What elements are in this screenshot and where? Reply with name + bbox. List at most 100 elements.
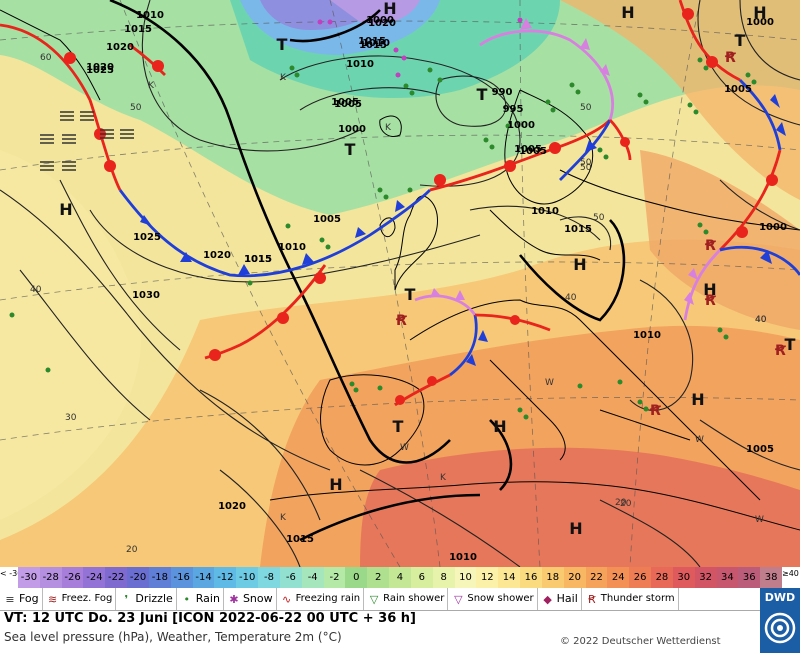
temperature-label: 20 xyxy=(615,498,627,508)
isobar-label: 1000 xyxy=(366,15,394,26)
isobar-label: 1020 xyxy=(203,250,231,261)
high-pressure-center: H xyxy=(691,390,704,409)
temperature-label: W xyxy=(755,515,764,525)
high-pressure-center: H xyxy=(329,475,342,494)
scale-cell: -10 xyxy=(236,567,259,588)
isobar-label: 1015 xyxy=(124,24,152,35)
legend-label: Rain shower xyxy=(383,593,445,604)
temperature-label: 50 xyxy=(580,158,592,168)
svg-text:Ꞧ: Ꞧ xyxy=(774,343,786,359)
isobar-label: 1010 xyxy=(362,38,390,49)
temperature-label: 50 xyxy=(593,213,605,223)
isobar-label: 1010 xyxy=(449,552,477,563)
legend-item-snow-shower: ▽ Snow shower xyxy=(448,588,538,610)
isobar-label: 1030 xyxy=(132,290,160,301)
legend-item-freezing-fog: ≋ Freez. Fog xyxy=(43,588,117,610)
freezing-fog-icon: ≋ xyxy=(48,592,58,606)
isobar-label: 1000 xyxy=(759,222,787,233)
high-pressure-center: H xyxy=(59,200,72,219)
snow-symbols xyxy=(317,17,523,78)
dwd-swirl-icon xyxy=(764,612,796,644)
valid-time: VT: 12 UTC Do. 23 Juni [ICON 2022-06-22 … xyxy=(4,611,416,626)
weather-symbols xyxy=(9,57,757,420)
thunderstorm-symbols: Ꞧ Ꞧ Ꞧ Ꞧ Ꞧ Ꞧ xyxy=(395,50,786,419)
scale-cell: -2 xyxy=(323,567,346,588)
scale-cell: 32 xyxy=(694,567,717,588)
low-pressure-center: T xyxy=(277,35,288,54)
scale-cell: 34 xyxy=(716,567,739,588)
freezing-rain-icon: ∿ xyxy=(282,592,292,606)
temperature-label: K xyxy=(148,81,155,91)
scale-cell: -4 xyxy=(301,567,324,588)
copyright: © 2022 Deutscher Wetterdienst xyxy=(560,636,721,647)
isobar-label: 1000 xyxy=(746,17,774,28)
temperature-label: 40 xyxy=(755,315,767,325)
weather-legend: ≡ Fog ≋ Freez. Fog ❜ Drizzle • Rain ✱ Snow ∿ Freezi… xyxy=(0,588,760,611)
isobar-label: 1020 xyxy=(86,62,114,73)
isobar-label: 995 xyxy=(503,104,524,115)
legend-item-rain: • Rain xyxy=(177,588,224,610)
isobar-label: 1010 xyxy=(633,330,661,341)
temperature-label: W xyxy=(545,378,554,388)
temperature-label: K xyxy=(280,73,287,83)
front-symbols xyxy=(64,8,786,405)
svg-text:Ꞧ: Ꞧ xyxy=(395,313,407,329)
temperature-label: 60 xyxy=(40,53,52,63)
snow-icon: ✱ xyxy=(229,592,239,606)
svg-text:Ꞧ: Ꞧ xyxy=(704,293,716,309)
isobar-label: 1005 xyxy=(313,214,341,225)
legend-label: Drizzle xyxy=(135,592,173,605)
low-pressure-center: T xyxy=(405,285,416,304)
high-pressure-center: H xyxy=(753,3,766,22)
isobar-label: 1015 xyxy=(358,36,386,47)
coastlines xyxy=(0,9,800,531)
scale-cell: 0 xyxy=(345,567,368,588)
svg-text:Ꞧ: Ꞧ xyxy=(724,50,736,66)
legend-label: Thunder storm xyxy=(600,593,675,604)
scale-cell: -8 xyxy=(258,567,280,588)
snow-shower-icon: ▽ xyxy=(454,592,463,606)
scale-cell: -22 xyxy=(105,567,128,588)
temperature-label: W xyxy=(400,443,409,453)
temperature-scale: < -30 -30-28-26-24-22-20-18-16-14-12-10-… xyxy=(0,567,800,588)
isobar-label: 1010 xyxy=(136,10,164,21)
isobar-label: 1010 xyxy=(278,242,306,253)
fog-symbols xyxy=(40,111,134,171)
isobar-label: 1015 xyxy=(244,254,272,265)
thunderstorm-icon: Ꞧ xyxy=(587,592,596,606)
dwd-logo-text: DWD xyxy=(764,591,796,604)
legend-label: Rain xyxy=(195,592,220,605)
isobar-label: 1000 xyxy=(507,120,535,131)
scale-cell: -28 xyxy=(39,567,62,588)
dwd-logo: DWD xyxy=(760,588,800,653)
isobar-label: 1020 xyxy=(368,18,396,29)
scale-cell: 2 xyxy=(367,567,390,588)
high-pressure-center: H xyxy=(621,3,634,22)
scale-cell: -24 xyxy=(83,567,106,588)
svg-text:Ꞧ: Ꞧ xyxy=(704,238,716,254)
high-pressure-center: H xyxy=(573,255,586,274)
weather-map: ꞦꞦꞦ ꞦꞦꞦ 10101015102010151010102010051010… xyxy=(0,0,800,567)
legend-item-thunderstorm: Ꞧ Thunder storm xyxy=(582,588,679,610)
scale-cell: 20 xyxy=(563,567,586,588)
scale-cell: 28 xyxy=(651,567,673,588)
low-pressure-center: T xyxy=(477,85,488,104)
temperature-label: 20 xyxy=(126,545,138,555)
scale-cell: 16 xyxy=(520,567,542,588)
isobar-label: 1005 xyxy=(724,84,752,95)
isobar-label: 1005 xyxy=(746,444,774,455)
legend-item-freezing-rain: ∿ Freezing rain xyxy=(277,588,365,610)
scale-cell: 8 xyxy=(432,567,455,588)
temperature-label: 50 xyxy=(130,103,142,113)
low-pressure-center: T xyxy=(785,335,796,354)
isobar-label: 1025 xyxy=(133,232,161,243)
isobar-label: 1015 xyxy=(359,40,387,51)
temperature-label: K xyxy=(385,123,392,133)
temperature-label: K xyxy=(280,513,287,523)
scale-cell: 18 xyxy=(541,567,564,588)
scale-cell: -16 xyxy=(170,567,193,588)
legend-label: Snow xyxy=(242,592,273,605)
legend-label: Snow shower xyxy=(467,593,534,604)
isobar-label: 1010 xyxy=(346,59,374,70)
